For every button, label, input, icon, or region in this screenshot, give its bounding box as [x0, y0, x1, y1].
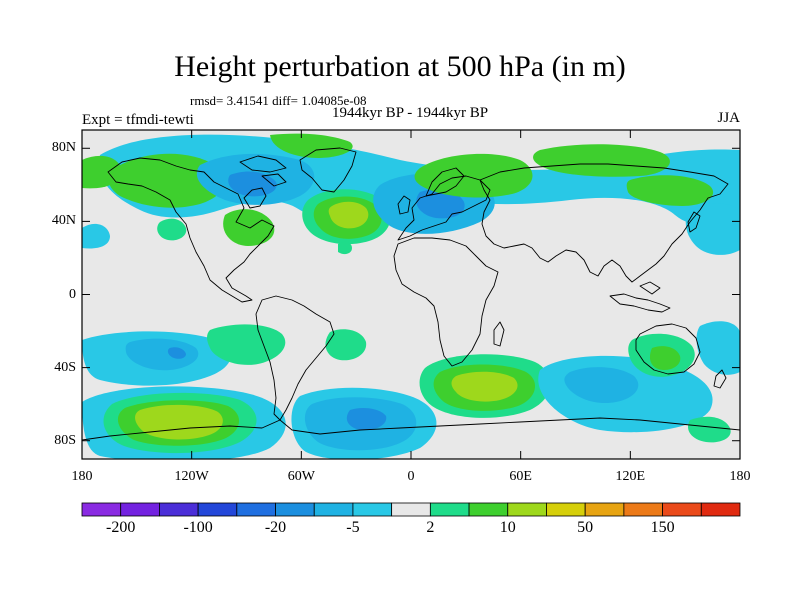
- colorbar-box-9: [429, 502, 470, 517]
- lon-label: 60E: [509, 469, 532, 484]
- field-antarctic-positive: [687, 416, 731, 443]
- coast-japan: [687, 211, 701, 233]
- colorbar-box-4: [236, 502, 276, 517]
- coast-south-america: [255, 295, 335, 421]
- field-north-atlantic-high-core: [328, 201, 369, 229]
- colorbar-box-6: [313, 502, 354, 517]
- coastlines: [82, 147, 740, 441]
- colorbar-label: 50: [577, 519, 594, 536]
- field-europe-negative-core: [416, 189, 465, 219]
- colorbar-box-7: [352, 502, 393, 517]
- field-southern-negative-core: [346, 408, 387, 430]
- lon-label: 60W: [287, 469, 315, 484]
- coast-madagascar: [493, 321, 505, 347]
- field-south-pacific-negative-core: [167, 347, 186, 359]
- field-samerica-positive: [325, 329, 367, 361]
- field-indian-negative-core: [564, 367, 639, 404]
- coast-africa: [393, 237, 499, 367]
- coast-indonesia: [609, 281, 671, 313]
- colorbar-box-15: [662, 502, 702, 517]
- lon-label: 120W: [174, 469, 209, 484]
- lat-label: 0: [69, 286, 76, 302]
- coast-north-america: [107, 157, 275, 303]
- colorbar-box-0: [81, 502, 122, 517]
- field-east-asia-positive: [626, 175, 714, 206]
- field-south-indian-high-core: [451, 371, 518, 402]
- field-north-america-positive: [108, 153, 226, 208]
- coast-europe: [397, 175, 491, 241]
- page-title: Height perturbation at 500 hPa (in m): [174, 50, 626, 83]
- colorbar-box-13: [584, 502, 625, 517]
- colorbar-label: 150: [650, 519, 675, 536]
- colorbar-label: 10: [499, 519, 516, 536]
- field-nw-positive-tip: [82, 155, 122, 189]
- coast-greenland: [299, 147, 357, 193]
- field-pacific-west-negative: [82, 223, 110, 249]
- lon-label: 180: [71, 469, 93, 484]
- coast-new-zealand: [713, 369, 727, 389]
- field-south-pacific-high-core: [135, 404, 223, 440]
- field-australia-positive-core: [649, 346, 681, 370]
- coast-uk: [397, 195, 411, 215]
- colorbar-label: -200: [106, 519, 136, 536]
- height-perturbation-field: [82, 133, 740, 459]
- field-siberia-positive: [533, 144, 670, 177]
- season-label: JJA: [717, 110, 740, 126]
- colorbar-label: -100: [183, 519, 213, 536]
- period-label: 1944kyr BP - 1944kyr BP: [331, 105, 489, 121]
- coast-hudson-bay: [243, 187, 267, 209]
- coast-australia: [635, 323, 701, 375]
- field-small-positive-atl: [338, 241, 352, 255]
- colorbar-box-5: [275, 502, 315, 517]
- colorbar-box-12: [546, 502, 586, 517]
- lat-label: 40S: [54, 359, 76, 375]
- colorbar-box-11: [507, 502, 547, 517]
- colorbar-label: 2: [426, 519, 435, 536]
- lat-label: 80N: [51, 140, 76, 156]
- colorbar-box-3: [197, 502, 238, 517]
- coast-arctic-islands: [239, 155, 287, 187]
- field-cpac-positive: [157, 218, 187, 241]
- lat-label: 40N: [51, 213, 76, 229]
- lon-label: 120E: [615, 469, 646, 484]
- coast-asia: [479, 163, 729, 283]
- lon-label: 0: [407, 469, 415, 484]
- field-eurasia-positive: [414, 153, 533, 198]
- field-se-pacific-positive: [207, 324, 286, 365]
- rmsd-diff-text: rmsd= 3.41541 diff= 1.04085e-08: [190, 93, 367, 108]
- colorbar-box-10: [468, 502, 509, 517]
- field-east-pacific-negative: [696, 321, 740, 375]
- lon-label: 180: [729, 469, 751, 484]
- colorbar-box-14: [623, 502, 663, 517]
- colorbar-label: -5: [346, 519, 360, 536]
- axis-ticks: [81, 130, 741, 459]
- colorbar-box-2: [159, 502, 199, 517]
- coast-scandinavia: [425, 167, 465, 197]
- colorbar-label: -20: [264, 519, 287, 536]
- field-pacific-negative: [685, 203, 740, 255]
- colorbar-box-8: [391, 502, 431, 517]
- experiment-label: Expt = tfmdi-tewti: [82, 112, 194, 128]
- coast-antarctica: [82, 417, 740, 441]
- field-south-pacific-negative-inner: [125, 338, 199, 371]
- colorbar-box-16: [700, 502, 741, 517]
- field-pole-positive: [270, 133, 353, 158]
- colorbar-box-1: [120, 502, 160, 517]
- lat-label: 80S: [54, 432, 76, 448]
- colorbar: [81, 502, 741, 517]
